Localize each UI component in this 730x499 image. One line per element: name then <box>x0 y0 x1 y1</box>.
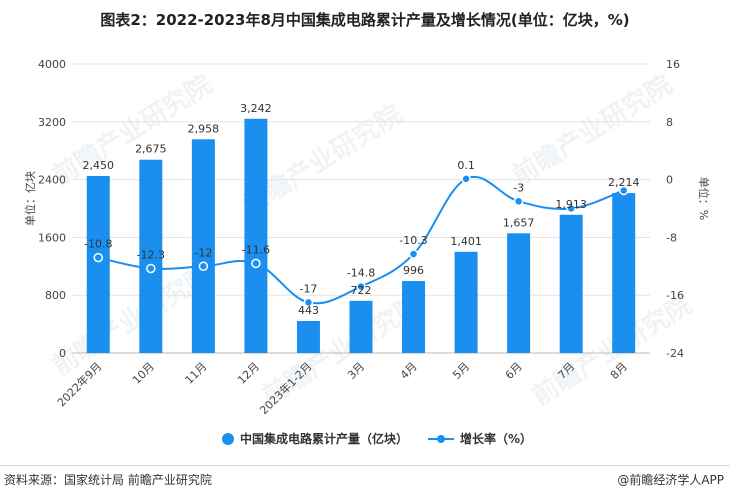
y-right-tick-label: 16 <box>666 58 680 71</box>
source-note: 资料来源：国家统计局 前瞻产业研究院 <box>4 473 212 487</box>
y-right-tick-label: 0 <box>666 174 673 187</box>
y-right-axis-title: 单位：% <box>697 177 711 220</box>
x-tick-label: 3月 <box>345 360 367 382</box>
y-left-tick-label: 4000 <box>38 58 66 71</box>
bar <box>507 233 531 353</box>
line-point <box>93 252 104 263</box>
x-tick-label: 2022年9月 <box>54 359 104 409</box>
legend-bar-label: 中国集成电路累计产量（亿块） <box>240 431 408 446</box>
line-data-label: -10.8 <box>84 238 112 251</box>
line-data-label: -12 <box>194 246 212 259</box>
bar <box>402 281 426 353</box>
bar-data-label: 2,675 <box>135 143 167 156</box>
x-tick-label: 12月 <box>235 360 262 387</box>
x-tick-label: 6月 <box>503 360 525 382</box>
y-left-tick-label: 0 <box>59 347 66 360</box>
x-tick-label: 8月 <box>608 360 630 382</box>
bar <box>612 193 636 353</box>
line-point <box>146 263 156 274</box>
bar-data-label: 1,657 <box>503 216 535 229</box>
bar-data-label: 2,214 <box>608 176 640 189</box>
x-tick-label: 11月 <box>183 360 210 387</box>
bar-data-label: 996 <box>403 264 424 277</box>
line-point <box>198 261 209 272</box>
y-left-tick-label: 1600 <box>38 231 66 244</box>
bar <box>139 159 163 353</box>
line-point <box>461 174 471 184</box>
bar-data-label: 1,401 <box>450 235 482 248</box>
line-point <box>356 281 366 292</box>
bar <box>191 139 215 353</box>
line-data-label: -10.3 <box>399 234 427 247</box>
x-tick-label: 7月 <box>555 360 577 382</box>
y-right-tick-label: -24 <box>666 347 684 360</box>
line-point <box>408 249 419 259</box>
bar <box>244 118 268 353</box>
line-data-label: -14.8 <box>347 267 375 280</box>
legend-line-label: 增长率（%） <box>460 431 532 446</box>
legend-bar-swatch <box>222 433 234 445</box>
line-data-label: 0.1 <box>457 159 475 172</box>
line-point <box>303 297 314 308</box>
bar <box>454 251 478 353</box>
x-tick-label: 10月 <box>130 360 157 387</box>
bar-data-label: 1,913 <box>555 198 587 211</box>
line-data-label: -17 <box>299 282 317 295</box>
bar <box>86 175 110 353</box>
chart-canvas: 0 800 1600 2400 3200 4000 -24 -16 -8 0 8 16 单位：亿块 单位：… <box>23 58 711 446</box>
line-data-label: -12.3 <box>137 248 165 261</box>
bar <box>559 214 583 353</box>
legend-line-marker <box>437 435 445 443</box>
x-tick-label: 4月 <box>398 360 420 382</box>
x-tick-label: 5月 <box>450 360 472 382</box>
y-left-tick-label: 800 <box>45 289 66 302</box>
chart-title: 图表2：2022-2023年8月中国集成电路累计产量及增长情况(单位：亿块，%) <box>100 11 630 29</box>
bar-data-label: 2,450 <box>83 159 115 172</box>
line-point <box>566 203 576 214</box>
bar <box>349 300 373 353</box>
x-tick-label: 2023年1-2月 <box>257 359 315 417</box>
line-data-label: -3 <box>513 181 524 194</box>
y-right-tick-label: 8 <box>666 116 673 129</box>
line-point <box>513 196 524 207</box>
bar-data-label: 722 <box>351 284 372 297</box>
bar-data-label: 443 <box>298 304 319 317</box>
bar <box>296 320 320 353</box>
y-left-axis-title: 单位：亿块 <box>23 171 37 226</box>
line-point <box>251 258 261 269</box>
footer-divider <box>0 465 730 466</box>
bar-data-label: 2,958 <box>188 122 220 135</box>
bar-data-label: 3,242 <box>240 102 272 115</box>
brand-credit: @前瞻经济学人APP <box>617 473 724 487</box>
y-left-tick-label: 2400 <box>38 174 66 187</box>
y-left-tick-label: 3200 <box>38 116 66 129</box>
y-right-tick-label: -8 <box>666 231 677 244</box>
y-right-tick-label: -16 <box>666 289 684 302</box>
line-data-label: -11.6 <box>242 243 270 256</box>
line-point <box>618 185 629 196</box>
